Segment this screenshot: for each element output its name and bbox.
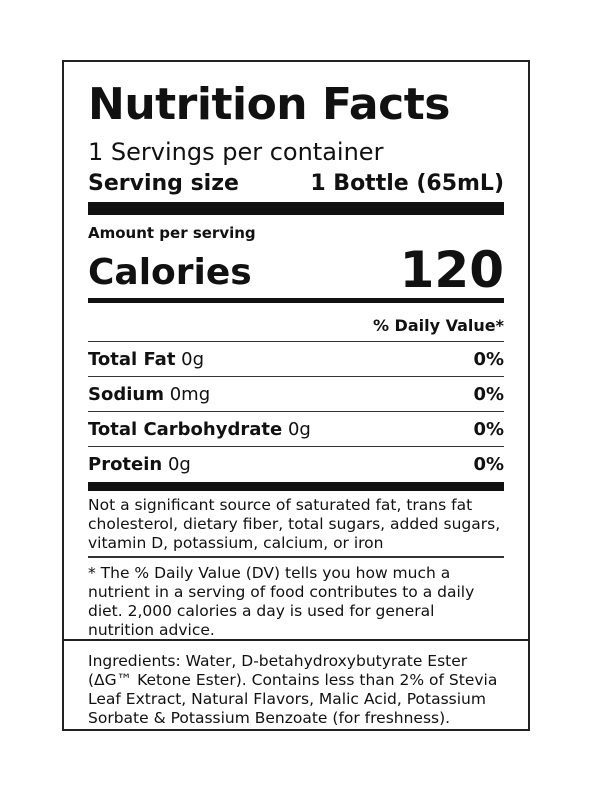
medium-divider bbox=[88, 298, 504, 303]
servings-per-container: 1 Servings per container bbox=[88, 138, 384, 166]
nutrient-amount: 0mg bbox=[169, 383, 211, 405]
calories-row: Calories 120 bbox=[88, 242, 504, 298]
nutrient-name: Total Fat bbox=[88, 348, 176, 370]
section-divider bbox=[64, 639, 528, 641]
nutrient-dv: 0% bbox=[473, 348, 504, 370]
serving-size-value: 1 Bottle (65mL) bbox=[310, 171, 504, 196]
thick-divider bbox=[88, 202, 504, 215]
nutrient-name: Protein bbox=[88, 453, 163, 475]
daily-value-header: % Daily Value* bbox=[372, 316, 504, 335]
nutrient-name: Sodium bbox=[88, 383, 164, 405]
thick-divider bbox=[88, 482, 504, 491]
nutrient-dv: 0% bbox=[473, 453, 504, 475]
nutrient-dv: 0% bbox=[473, 418, 504, 440]
serving-size-label: Serving size bbox=[88, 171, 239, 196]
divider bbox=[88, 556, 504, 558]
calories-label: Calories bbox=[88, 252, 252, 293]
calories-value: 120 bbox=[399, 241, 504, 299]
nutrient-row: Protein 0g 0% bbox=[88, 446, 504, 481]
serving-size: Serving size 1 Bottle (65mL) bbox=[88, 170, 504, 198]
nutrition-facts-label: Nutrition Facts 1 Servings per container… bbox=[62, 60, 530, 731]
nutrient-row: Sodium 0mg 0% bbox=[88, 376, 504, 411]
nutrient-dv: 0% bbox=[473, 383, 504, 405]
nutrient-row: Total Carbohydrate 0g 0% bbox=[88, 411, 504, 446]
ingredients: Ingredients: Water, D-betahydroxybutyrat… bbox=[88, 652, 498, 727]
nutrient-amount: 0g bbox=[167, 453, 191, 475]
nutrient-name: Total Carbohydrate bbox=[88, 418, 283, 440]
amount-per-serving: Amount per serving bbox=[88, 224, 256, 242]
nutrient-row: Total Fat 0g 0% bbox=[88, 341, 504, 376]
nutrient-amount: 0g bbox=[287, 418, 311, 440]
daily-value-footnote: * The % Daily Value (DV) tells you how m… bbox=[88, 564, 475, 639]
label-title: Nutrition Facts bbox=[88, 79, 450, 130]
not-significant-note: Not a significant source of saturated fa… bbox=[88, 496, 501, 552]
nutrient-amount: 0g bbox=[181, 348, 205, 370]
